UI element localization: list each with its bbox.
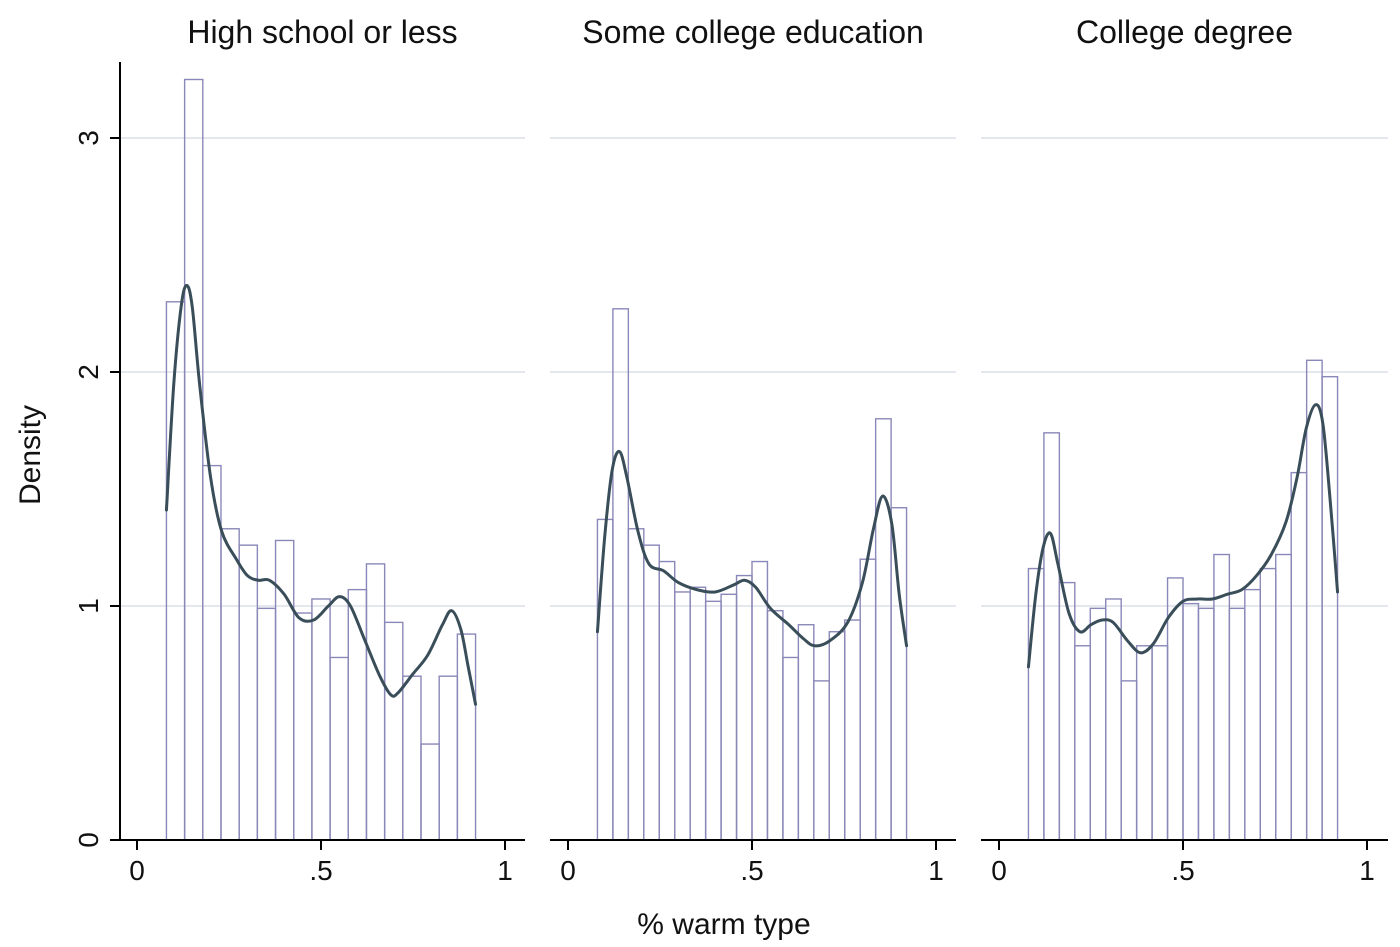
histogram-bar — [1244, 588, 1261, 841]
histogram-bar — [689, 586, 707, 841]
histogram-bar — [1197, 607, 1215, 841]
histogram-bar — [735, 574, 753, 841]
histogram-bar — [766, 609, 784, 841]
histogram-bar — [1043, 432, 1061, 841]
histogram-bar — [627, 528, 645, 841]
histogram-bar — [256, 607, 277, 841]
histogram-bar — [782, 656, 800, 841]
histogram-bar — [720, 593, 738, 841]
panel-2: 0 .5 1 Some college education — [550, 14, 956, 886]
histogram-bar — [1305, 359, 1323, 841]
histogram-bar — [1089, 607, 1107, 841]
histogram-bar — [383, 621, 404, 841]
histogram-bar — [1135, 645, 1153, 841]
x-tick-label: 0 — [991, 855, 1007, 886]
histogram-bar — [828, 631, 846, 841]
histogram-bar — [1151, 645, 1169, 841]
histogram-bar — [183, 78, 204, 841]
histogram-bar — [347, 588, 368, 841]
histogram-bar — [844, 619, 861, 841]
histogram-bar — [220, 528, 240, 841]
x-tick-label: .5 — [309, 855, 332, 886]
histogram-bar — [658, 560, 676, 841]
histogram-bar — [797, 624, 815, 841]
x-tick-label: .5 — [740, 855, 763, 886]
panel-3: 0 .5 1 College degree — [981, 14, 1388, 886]
panels-group: 0 .5 1 High school or less 0 1 2 3 0 .5 1 Some coll… — [73, 14, 1388, 886]
histogram-bar — [1027, 567, 1045, 841]
panel-1: 0 .5 1 High school or less 0 1 2 3 — [73, 14, 525, 886]
panel-title: Some college education — [582, 14, 924, 50]
histogram-bar — [1182, 602, 1200, 841]
histogram-bar — [813, 680, 830, 841]
histogram-bar — [1228, 607, 1246, 841]
histogram-bar — [1074, 645, 1091, 841]
histogram-bar — [643, 544, 660, 841]
histogram-bar — [329, 656, 349, 841]
x-axis-label: % warm type — [637, 908, 810, 941]
histogram-bar — [890, 507, 908, 841]
density-curve — [164, 283, 478, 706]
histogram-bar — [402, 675, 422, 841]
x-tick-label: 0 — [560, 855, 576, 886]
panel-title: College degree — [1076, 14, 1293, 50]
y-tick-label: 3 — [73, 130, 104, 146]
histogram-bar — [674, 591, 691, 841]
histogram-bar — [438, 675, 459, 841]
histogram-bar — [596, 518, 614, 841]
histogram-bar — [704, 600, 722, 841]
histogram-bar — [874, 418, 892, 841]
density-curve — [595, 449, 909, 648]
histogram-bar — [1259, 567, 1277, 841]
histogram-bar — [1105, 598, 1122, 841]
histogram-bar — [1290, 471, 1308, 841]
x-tick-label: .5 — [1171, 855, 1194, 886]
panel-title: High school or less — [187, 14, 457, 50]
histogram-bar — [165, 301, 186, 841]
histogram-bar — [311, 598, 331, 841]
histogram-bar — [238, 544, 259, 841]
y-tick-label: 1 — [73, 598, 104, 614]
y-axis-label: Density — [14, 405, 47, 505]
density-curve — [1026, 403, 1340, 669]
x-tick-label: 1 — [928, 855, 944, 886]
x-tick-label: 1 — [497, 855, 513, 886]
histogram-bar — [293, 612, 313, 841]
histogram-bar — [612, 308, 630, 841]
x-tick-label: 1 — [1359, 855, 1375, 886]
histogram-bar — [1275, 553, 1292, 841]
x-tick-label: 0 — [129, 855, 145, 886]
histogram-bar — [1120, 680, 1138, 841]
y-tick-label: 2 — [73, 364, 104, 380]
histogram-bar — [859, 558, 877, 841]
histogram-bar — [420, 743, 440, 841]
y-tick-label: 0 — [73, 832, 104, 848]
